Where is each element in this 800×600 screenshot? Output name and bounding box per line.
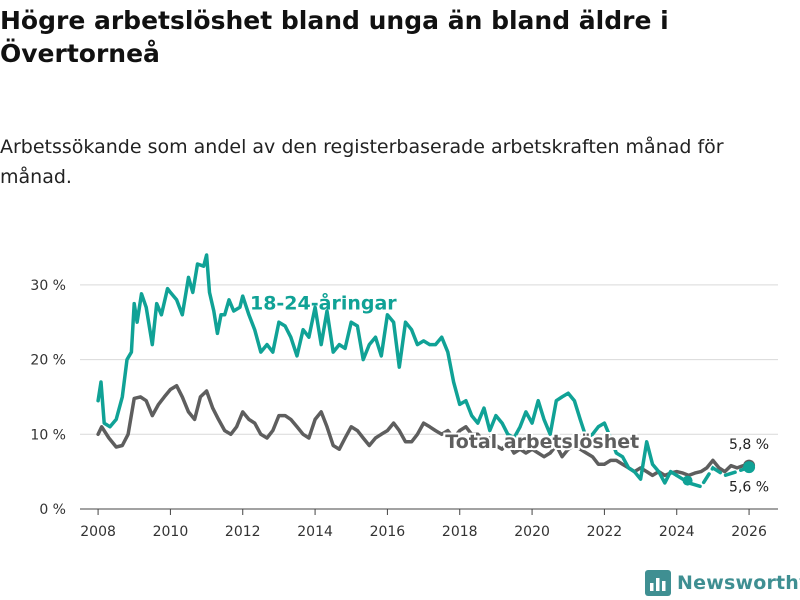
- endpoint-marker: [743, 461, 756, 474]
- brand-name: Newsworthy: [677, 572, 800, 594]
- total-unemployment-line: [96, 383, 751, 478]
- x-tick-label: 2010: [153, 524, 189, 540]
- x-tick-label: 2008: [80, 524, 116, 540]
- x-tick-label: 2026: [731, 524, 767, 540]
- annotations: 18-24-åringar Total arbetslöshet 5,8 % 5,6 …: [250, 291, 769, 496]
- chart-subtitle: Arbetssökande som andel av den registerb…: [0, 136, 724, 188]
- x-tick-label: 2018: [442, 524, 478, 540]
- newsworthy-logo[interactable]: Newsworthy: [645, 570, 800, 596]
- y-tick-label: 0 %: [39, 502, 66, 518]
- grid-lines: [80, 284, 778, 435]
- endpoint-marker: [682, 475, 693, 486]
- bar-chart-logo-icon: [645, 570, 671, 596]
- y-tick-label: 10 %: [30, 427, 66, 443]
- page-title: Högre arbetslöshet bland unga än bland ä…: [0, 6, 669, 68]
- youth-series-label: 18-24-åringar: [250, 291, 397, 315]
- youth-unemployment-dashed-line: [674, 465, 751, 489]
- youth-end-value-label: 5,6 %: [729, 480, 769, 496]
- x-tick-label: 2024: [659, 524, 695, 540]
- y-tick-label: 30 %: [30, 278, 66, 294]
- x-tick-label: 2020: [514, 524, 550, 540]
- total-end-value-label: 5,8 %: [729, 437, 769, 453]
- series-lines: [96, 253, 756, 489]
- x-tick-label: 2014: [297, 524, 333, 540]
- youth-unemployment-line: [96, 253, 679, 485]
- x-tick-label: 2022: [587, 524, 623, 540]
- x-tick-label: 2012: [225, 524, 261, 540]
- total-series-label: Total arbetslöshet: [445, 431, 639, 453]
- axes: 0 % 10 % 20 % 30 % 2008 2010 2012 2014 2016 2018 2…: [30, 278, 778, 540]
- line-chart: 0 % 10 % 20 % 30 % 2008 2010 2012 2014 2016 2018 2…: [30, 253, 778, 540]
- y-tick-label: 20 %: [30, 353, 66, 369]
- x-tick-label: 2016: [370, 524, 406, 540]
